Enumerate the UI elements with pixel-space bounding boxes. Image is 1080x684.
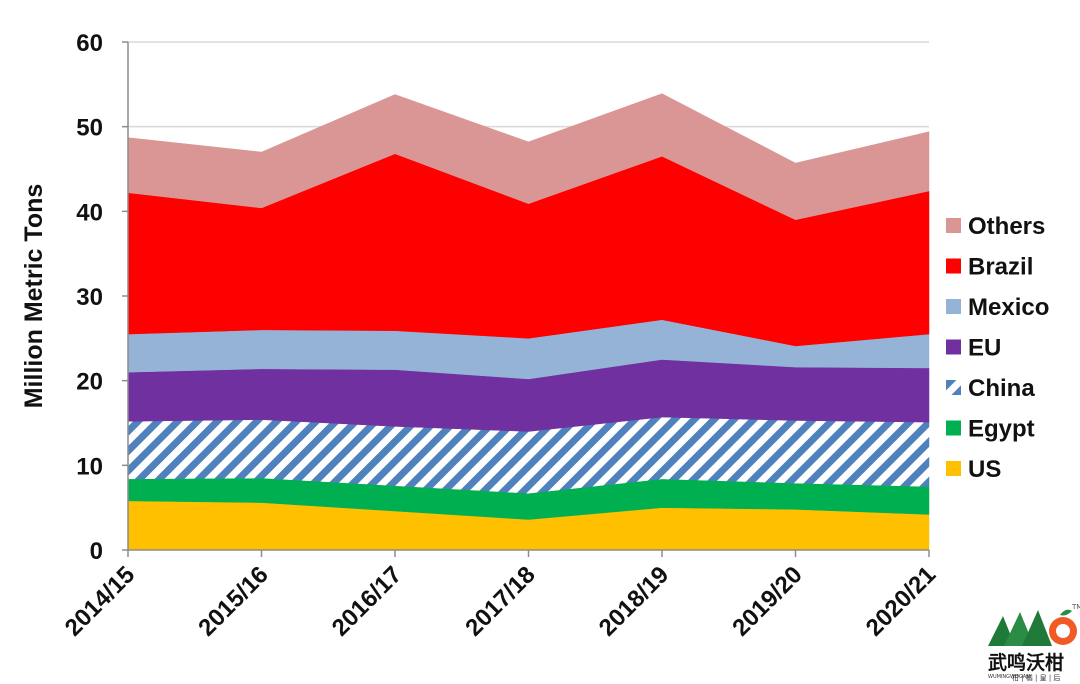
x-tick-label: 2019/20 — [727, 561, 807, 641]
logo-pinyin: WUMINGWOGAN — [988, 674, 1030, 680]
y-axis-label: Million Metric Tons — [20, 184, 48, 409]
legend-label-china: China — [968, 375, 1035, 402]
legend-label-mexico: Mexico — [968, 294, 1049, 321]
logo-text: 武鸣沃柑 — [988, 651, 1064, 674]
legend-swatch-china — [946, 380, 961, 395]
legend-swatch-egypt — [946, 420, 961, 436]
area-others — [127, 93, 930, 221]
legend-swatch-us — [946, 461, 961, 476]
legend-label-others: Others — [968, 213, 1045, 240]
legend-swatch-brazil — [946, 258, 961, 274]
y-tick-label: 50 — [76, 115, 103, 142]
legend-label-brazil: Brazil — [968, 254, 1033, 281]
logo-subtext: 柑 | 橘 | 皇 | 后 — [1012, 673, 1060, 682]
legend-swatch-eu — [946, 339, 961, 355]
legend-swatch-others — [946, 218, 961, 233]
area-layer — [127, 93, 930, 551]
logo-trademark: TM — [1071, 603, 1080, 611]
legend-label-eu: EU — [968, 335, 1001, 362]
y-tick-label: 40 — [76, 199, 103, 226]
y-tick-label: 20 — [76, 369, 103, 396]
logo-leaf — [1060, 609, 1072, 616]
y-tick-label: 60 — [76, 30, 103, 57]
legend-label-us: US — [968, 456, 1001, 483]
x-tick-label: 2015/16 — [193, 561, 273, 641]
y-tick-label: 10 — [76, 453, 103, 480]
y-tick-label: 30 — [76, 284, 103, 311]
x-tick-label: 2018/19 — [594, 561, 674, 641]
y-tick-label: 0 — [90, 538, 103, 565]
legend-swatch-mexico — [946, 299, 961, 314]
legend: Others Brazil Mexico EU China Egypt US — [946, 213, 1049, 483]
legend-label-egypt: Egypt — [968, 416, 1035, 443]
logo-mountain-3 — [1022, 610, 1052, 646]
brand-logo: TM 武鸣沃柑 WUMINGWOGAN 柑 | 橘 | 皇 | 后 — [988, 603, 1080, 682]
x-tick-label: 2014/15 — [60, 561, 140, 641]
x-tick-label: 2016/17 — [327, 561, 407, 641]
x-tick-label: 2017/18 — [460, 561, 540, 641]
x-tick-label: 2020/21 — [861, 561, 941, 641]
